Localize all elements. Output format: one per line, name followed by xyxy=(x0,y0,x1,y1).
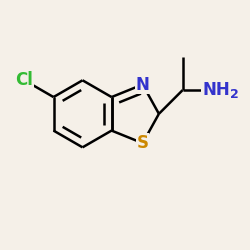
Text: Cl: Cl xyxy=(16,71,34,89)
Text: S: S xyxy=(137,134,149,152)
Text: N: N xyxy=(136,76,149,94)
Text: NH: NH xyxy=(202,81,230,99)
Text: 2: 2 xyxy=(230,88,238,101)
